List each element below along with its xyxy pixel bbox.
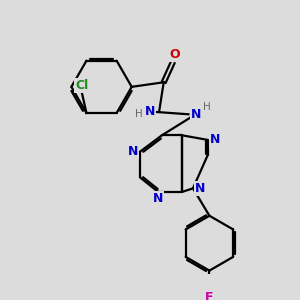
Text: H: H [135, 109, 143, 119]
Text: N: N [190, 108, 201, 121]
Text: N: N [153, 192, 164, 205]
Text: N: N [210, 134, 220, 146]
Text: N: N [145, 105, 155, 118]
Text: O: O [169, 48, 180, 61]
Text: N: N [128, 145, 138, 158]
Text: N: N [195, 182, 206, 195]
Text: F: F [205, 291, 214, 300]
Text: Cl: Cl [75, 79, 88, 92]
Text: H: H [203, 102, 211, 112]
